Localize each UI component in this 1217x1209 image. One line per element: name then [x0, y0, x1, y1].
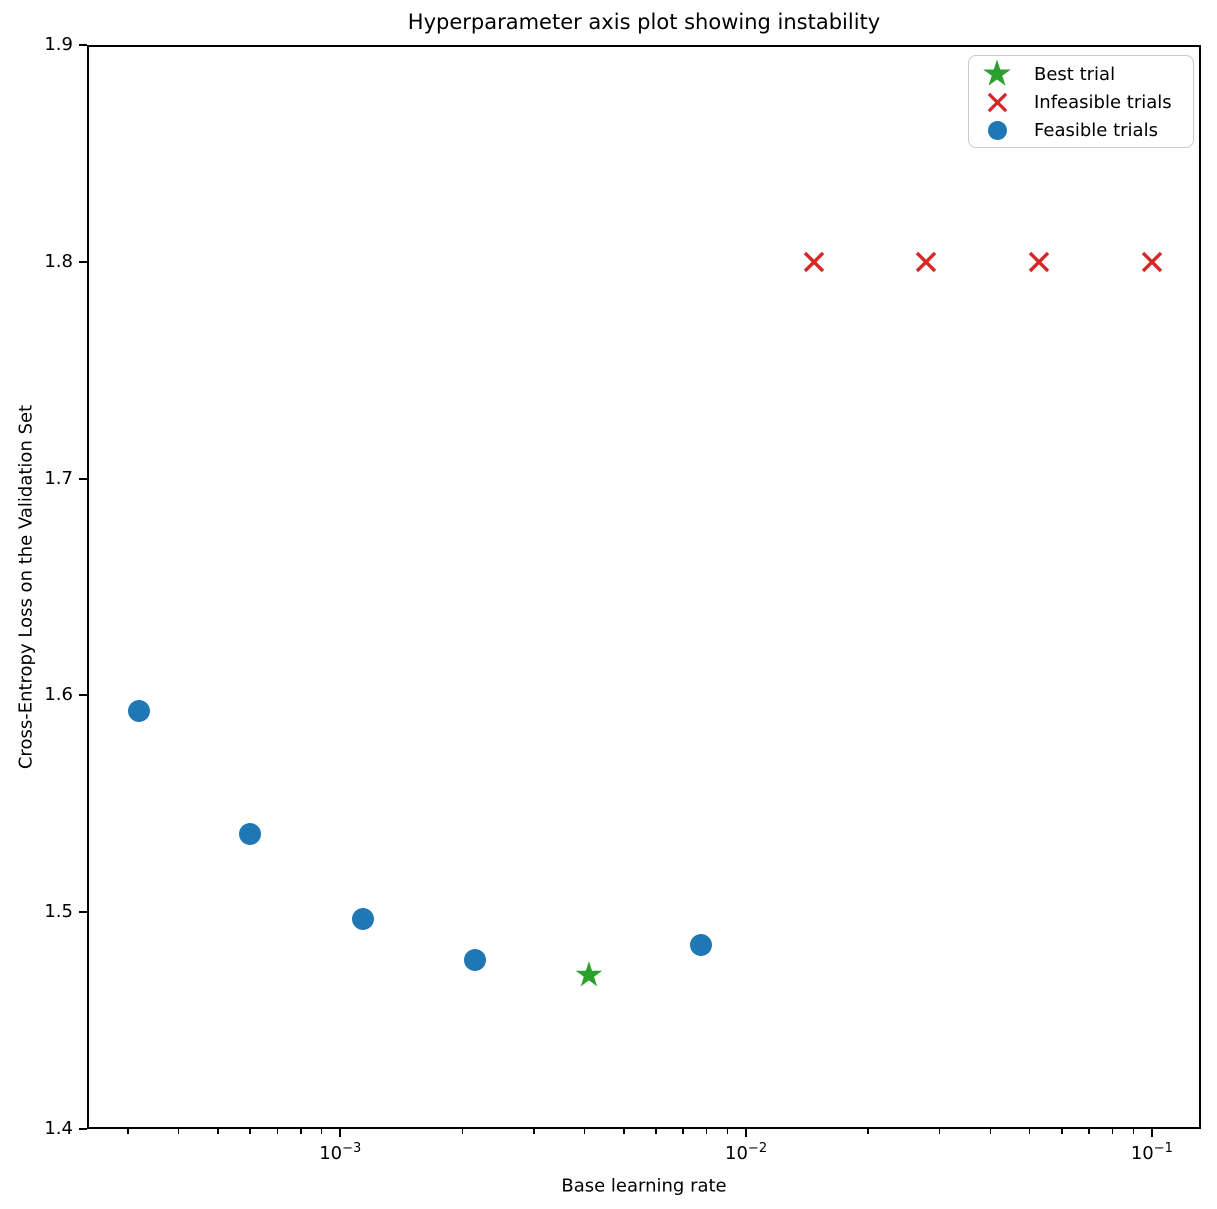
x-axis-label: Base learning rate — [561, 1175, 727, 1197]
y-tick-label: 1.4 — [44, 1118, 73, 1139]
infeasible-trial-marker — [1028, 251, 1050, 272]
y-tick-label: 1.8 — [44, 250, 73, 272]
x-tick — [745, 1129, 748, 1137]
legend-star-icon — [977, 59, 1017, 89]
y-tick-label: 1.5 — [44, 901, 73, 923]
x-minor-tick — [127, 1129, 129, 1134]
y-tick — [79, 44, 87, 46]
x-minor-tick — [1028, 1129, 1031, 1134]
plot-area: 1.9 1.8 1.7 1.6 1.5 1.4 10−3 10−2 10−1 Best tria… — [44, 34, 1201, 1164]
legend-label: Best trial — [1034, 63, 1116, 85]
y-tick — [79, 1128, 87, 1130]
x-minor-tick — [1132, 1129, 1135, 1134]
feasible-trial-marker — [239, 823, 262, 846]
x-minor-tick — [276, 1129, 279, 1134]
legend-label: Feasible trials — [1034, 119, 1158, 141]
legend-label: Infeasible trials — [1034, 91, 1172, 113]
y-tick — [79, 477, 87, 480]
x-minor-tick — [320, 1129, 323, 1134]
legend-items: Best trial Infeasible trials Feasible tria… — [977, 59, 1193, 144]
x-minor-tick — [217, 1129, 219, 1134]
x-minor-tick — [938, 1129, 941, 1134]
x-minor-tick — [989, 1129, 992, 1134]
legend-item: Infeasible trials — [977, 88, 1193, 116]
x-minor-tick — [726, 1129, 729, 1134]
y-tick — [79, 911, 87, 914]
spine-bottom — [87, 1127, 1201, 1129]
x-tick-label: 10−3 — [319, 1141, 362, 1164]
x-minor-tick — [867, 1129, 869, 1134]
x-minor-tick — [1088, 1129, 1090, 1134]
legend-x-icon — [977, 91, 1017, 114]
x-tick-label: 10−2 — [725, 1141, 768, 1164]
chart-title: Hyperparameter axis plot showing instabi… — [407, 10, 881, 34]
x-minor-tick — [655, 1129, 657, 1134]
infeasible-trial-marker — [803, 251, 825, 272]
feasible-trial-marker — [352, 907, 375, 930]
x-minor-tick — [300, 1129, 302, 1134]
legend-circle-icon — [977, 120, 1017, 140]
x-tick — [339, 1129, 342, 1137]
x-minor-tick — [682, 1129, 684, 1134]
x-minor-tick — [533, 1129, 535, 1134]
x-minor-tick — [1061, 1129, 1063, 1134]
y-axis-label: Cross-Entropy Loss on the Validation Set — [15, 404, 37, 770]
spine-right — [1199, 45, 1201, 1129]
legend-item: Best trial — [977, 59, 1193, 89]
legend: Best trial Infeasible trials Feasible tria… — [968, 55, 1194, 148]
y-tick-label: 1.7 — [44, 467, 73, 489]
y-tick-label: 1.6 — [44, 684, 73, 706]
best-trial-marker — [575, 961, 603, 987]
feasible-trial-marker — [464, 948, 487, 971]
feasible-trial-marker — [128, 699, 151, 722]
x-tick-label: 10−1 — [1130, 1141, 1173, 1164]
feasible-trial-marker — [689, 933, 712, 956]
y-tick — [79, 694, 87, 697]
x-minor-tick — [461, 1129, 464, 1134]
y-tick-label: 1.9 — [44, 34, 73, 55]
spine-left — [87, 45, 89, 1129]
spine-top — [87, 45, 1201, 47]
x-minor-tick — [623, 1129, 625, 1134]
x-minor-tick — [705, 1129, 708, 1134]
x-tick — [1150, 1129, 1153, 1137]
x-minor-tick — [583, 1129, 586, 1134]
y-tick — [79, 260, 87, 263]
x-minor-tick — [177, 1129, 180, 1134]
x-minor-tick — [249, 1129, 251, 1134]
infeasible-trial-marker — [916, 251, 937, 272]
legend-item: Feasible trials — [977, 116, 1193, 144]
infeasible-trial-marker — [1141, 251, 1163, 272]
x-minor-tick — [1111, 1129, 1114, 1134]
